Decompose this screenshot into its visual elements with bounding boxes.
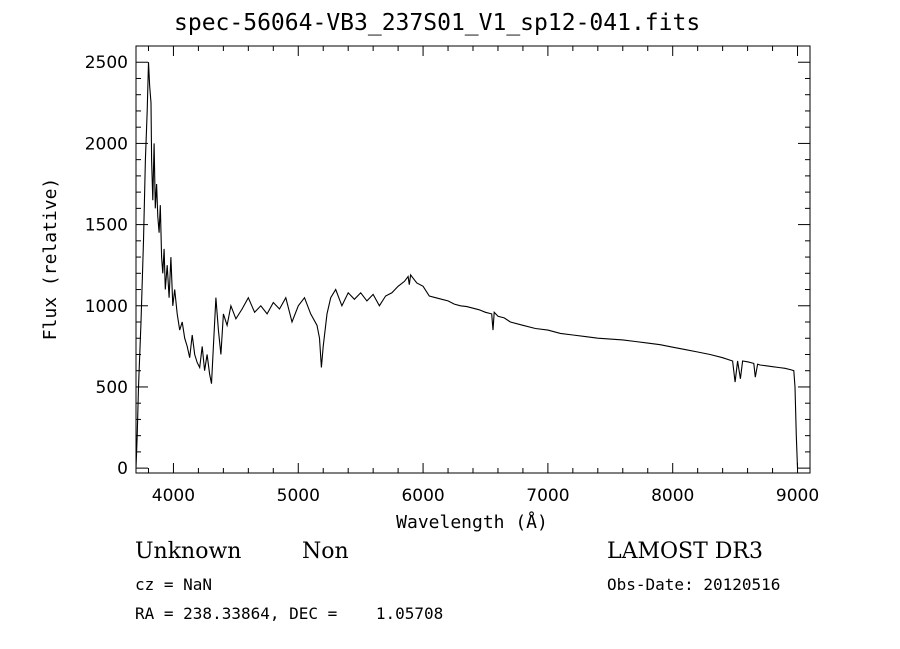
y-axis-label: Flux (relative) — [40, 178, 61, 341]
y-tick-label: 2000 — [85, 134, 128, 154]
object-class: Unknown — [135, 539, 242, 564]
x-tick-label: 8000 — [651, 486, 694, 506]
y-tick-label: 1500 — [85, 216, 128, 236]
y-tick-label: 500 — [96, 378, 128, 398]
obs-date: Obs-Date: 20120516 — [607, 575, 781, 594]
survey-label: LAMOST DR3 — [607, 539, 763, 564]
x-axis-label: Wavelength (Å) — [396, 511, 548, 533]
tick-labels: 4000 5000 6000 7000 8000 9000 0 500 1000 1500 2000… — [85, 53, 819, 506]
redshift-readout: cz = NaN — [135, 575, 213, 594]
coordinates-readout: RA = 238.33864, DEC = 1.05708 — [135, 604, 444, 623]
x-tick-label: 7000 — [526, 486, 569, 506]
chart-title: spec-56064-VB3_237S01_V1_sp12-041.fits — [174, 10, 701, 36]
y-tick-label: 1000 — [85, 297, 128, 317]
x-tick-label: 6000 — [401, 486, 444, 506]
plot-frame — [135, 45, 811, 474]
x-tick-label: 5000 — [277, 486, 320, 506]
ticks — [136, 46, 810, 473]
object-subclass: Non — [302, 539, 349, 564]
x-tick-label: 9000 — [776, 486, 819, 506]
y-tick-label: 0 — [117, 459, 128, 479]
y-tick-label: 2500 — [85, 53, 128, 73]
axes — [135, 45, 811, 474]
x-tick-label: 4000 — [152, 486, 195, 506]
spectrum-line — [135, 62, 799, 469]
